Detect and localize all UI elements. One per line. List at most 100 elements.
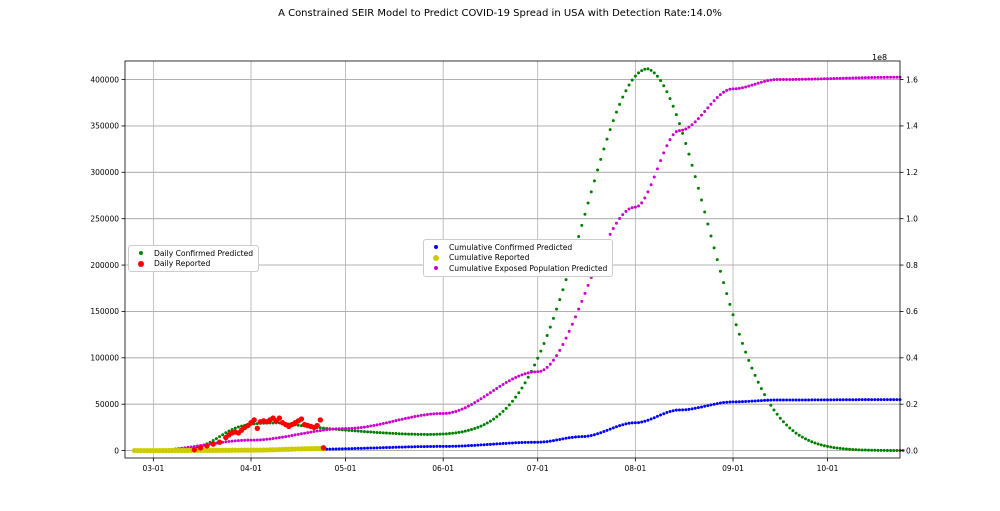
cumulative-exposed-point: [501, 382, 505, 386]
cumulative-confirmed-point: [350, 447, 354, 451]
cumulative-exposed-point: [740, 86, 744, 90]
cumulative-exposed-point: [366, 425, 370, 429]
cumulative-confirmed-point: [577, 435, 581, 439]
daily-confirmed-predicted-point: [848, 447, 852, 451]
cumulative-exposed-point: [255, 438, 259, 442]
cumulative-confirmed-point: [444, 444, 448, 448]
daily-confirmed-predicted-point: [318, 426, 322, 430]
cumulative-confirmed-point: [492, 442, 496, 446]
cumulative-exposed-point: [479, 397, 483, 401]
cumulative-confirmed-point: [564, 436, 568, 440]
daily-confirmed-predicted-point: [737, 332, 741, 336]
cumulative-confirmed-point: [807, 398, 811, 402]
cumulative-confirmed-point: [810, 398, 814, 402]
daily-confirmed-predicted-point: [709, 234, 713, 238]
y-right-tick-label: 1.0: [906, 214, 918, 223]
cumulative-exposed-point: [375, 423, 379, 427]
cumulative-exposed-point: [249, 438, 253, 442]
daily-confirmed-predicted-point: [649, 68, 653, 72]
x-tick-label: 05-01: [335, 464, 357, 473]
cumulative-exposed-point: [744, 85, 748, 89]
cumulative-confirmed-point: [504, 441, 508, 445]
cumulative-exposed-point: [611, 226, 615, 230]
cumulative-confirmed-point: [526, 440, 530, 444]
daily-confirmed-predicted-point: [747, 358, 751, 362]
cumulative-exposed-point: [432, 412, 436, 416]
daily-confirmed-predicted-point: [794, 431, 798, 435]
cumulative-exposed-point: [838, 76, 842, 80]
daily-confirmed-predicted-point: [463, 429, 467, 433]
daily-confirmed-predicted-point: [756, 380, 760, 384]
cumulative-exposed-point: [662, 151, 666, 155]
legend-label: Cumulative Confirmed Predicted: [449, 242, 573, 252]
cumulative-exposed-point: [807, 77, 811, 81]
daily-reported-point: [320, 445, 327, 451]
daily-confirmed-predicted-point: [788, 426, 792, 430]
cumulative-exposed-point: [624, 209, 628, 213]
cumulative-exposed-point: [400, 417, 404, 421]
cumulative-exposed-point: [766, 79, 770, 83]
daily-confirmed-predicted-point: [715, 258, 719, 262]
daily-confirmed-predicted-point: [863, 448, 867, 452]
legend-item-cumulative-confirmed-predicted: Cumulative Confirmed Predicted: [429, 242, 607, 253]
cumulative-confirmed-point: [646, 418, 650, 422]
cumulative-confirmed-point: [403, 445, 407, 449]
cumulative-confirmed-point: [555, 438, 559, 442]
cumulative-exposed-point: [841, 76, 845, 80]
daily-confirmed-predicted-point: [889, 448, 893, 452]
cumulative-confirmed-point: [706, 404, 710, 408]
daily-confirmed-predicted-point: [501, 409, 505, 413]
legend-item-daily-confirmed-predicted: Daily Confirmed Predicted: [134, 248, 253, 259]
cumulative-exposed-point: [870, 76, 874, 80]
cumulative-confirmed-point: [766, 398, 770, 402]
daily-confirmed-predicted-point: [492, 417, 496, 421]
cumulative-exposed-point: [857, 76, 861, 80]
daily-confirmed-predicted-point: [700, 198, 704, 202]
daily-confirmed-predicted-point: [372, 430, 376, 434]
cumulative-exposed-point: [362, 425, 366, 429]
cumulative-confirmed-point: [337, 447, 341, 451]
daily-confirmed-predicted-point: [451, 431, 455, 435]
cumulative-confirmed-point: [488, 442, 492, 446]
cumulative-confirmed-point: [892, 398, 896, 402]
cumulative-confirmed-point: [722, 401, 726, 405]
daily-confirmed-predicted-point: [696, 186, 700, 190]
cumulative-exposed-point: [781, 78, 785, 82]
cumulative-exposed-point: [299, 432, 303, 436]
daily-confirmed-predicted-point: [633, 74, 637, 78]
cumulative-confirmed-point: [384, 446, 388, 450]
cumulative-exposed-point: [441, 411, 445, 415]
daily-confirmed-predicted-point: [523, 381, 527, 385]
cumulative-exposed-point: [608, 232, 612, 236]
cumulative-exposed-point: [863, 76, 867, 80]
cumulative-exposed-point: [262, 438, 266, 442]
cumulative-exposed-point: [224, 440, 228, 444]
cumulative-exposed-point: [671, 133, 675, 137]
x-tick-label: 09-01: [722, 464, 744, 473]
daily-confirmed-predicted-point: [725, 292, 729, 296]
cumulative-confirmed-point: [419, 445, 423, 449]
daily-reported-point: [197, 445, 204, 451]
daily-confirmed-predicted-point: [624, 89, 628, 93]
cumulative-confirmed-point: [366, 446, 370, 450]
cumulative-confirmed-point: [753, 399, 757, 403]
cumulative-confirmed-point: [759, 399, 763, 403]
cumulative-exposed-point: [866, 76, 870, 80]
daily-confirmed-predicted-point: [803, 437, 807, 441]
daily-confirmed-predicted-point: [577, 235, 581, 239]
daily-confirmed-predicted-point: [646, 67, 650, 71]
cumulative-confirmed-point: [731, 400, 735, 404]
daily-confirmed-predicted-point: [800, 435, 804, 439]
y-left-tick-label: 50000: [95, 400, 119, 409]
cumulative-exposed-point: [558, 348, 562, 352]
daily-reported-point: [298, 416, 305, 422]
cumulative-confirmed-point: [687, 407, 691, 411]
cumulative-confirmed-point: [529, 440, 533, 444]
cumulative-confirmed-point: [659, 413, 663, 417]
daily-reported-point: [254, 425, 261, 432]
cumulative-confirmed-point: [466, 444, 470, 448]
cumulative-exposed-point: [520, 373, 524, 377]
cumulative-confirmed-point: [715, 402, 719, 406]
cumulative-exposed-point: [668, 138, 672, 142]
cumulative-confirmed-point: [703, 404, 707, 408]
